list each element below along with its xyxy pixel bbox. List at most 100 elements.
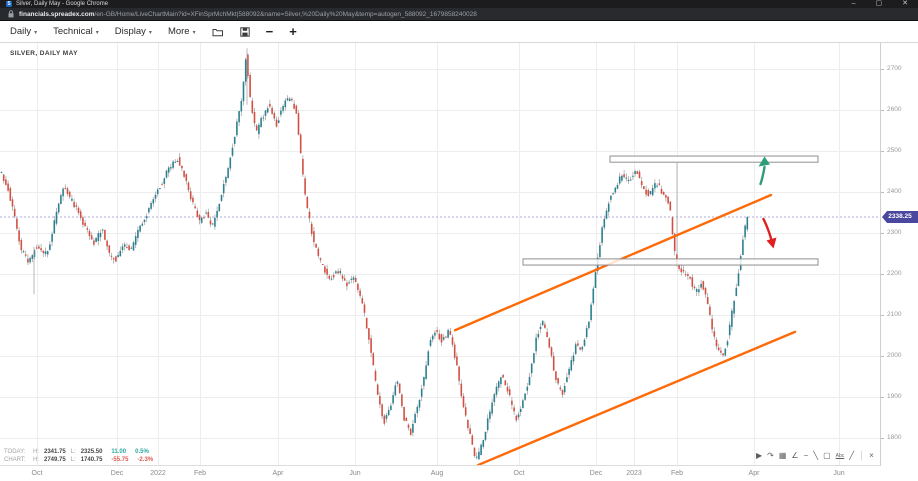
time-tick-label: 2023 — [626, 470, 642, 477]
price-tick-label: 2500 — [887, 146, 902, 154]
price-tick-label: 2700 — [887, 64, 902, 72]
horizontal-line-tool[interactable]: − — [803, 450, 809, 460]
green-up-arrow-head — [758, 156, 770, 167]
price-tick-mark — [881, 397, 884, 398]
chart-toolbar: Daily ▾ Technical ▾ Display ▾ More ▾ — [0, 21, 918, 43]
text-tool[interactable]: Abc — [835, 452, 845, 459]
lock-icon — [8, 10, 14, 18]
price-tick-mark — [881, 438, 884, 439]
price-tick-mark — [881, 192, 884, 193]
channel-trendline[interactable] — [476, 330, 797, 467]
price-stats: TODAY: H: 2341.75 L: 2325.50 11.00 0.5% … — [4, 448, 153, 464]
fan-lines-tool[interactable]: ∠ — [791, 450, 799, 460]
time-tick-label: Dec — [589, 470, 603, 477]
zoom-out-button[interactable]: − — [265, 23, 274, 39]
menu-display[interactable]: Display ▾ — [115, 26, 152, 37]
menu-more-label: More — [167, 26, 190, 37]
site-favicon: S — [6, 1, 12, 7]
chart-symbol-label: SILVER, DAILY MAY — [10, 50, 78, 57]
close-tool[interactable]: × — [869, 450, 874, 460]
price-tick-mark — [881, 356, 884, 357]
menu-daily[interactable]: Daily ▾ — [10, 26, 37, 37]
red-down-arrow[interactable] — [762, 217, 773, 242]
resistance-box[interactable] — [522, 258, 819, 266]
time-tick-label: Oct — [513, 470, 525, 477]
time-tick-label: Jun — [833, 470, 845, 477]
chart-area[interactable]: SILVER, DAILY MAY 1800 1900 2000 2100 2200 23… — [0, 43, 918, 481]
address-bar[interactable]: financials.spreadex.com/en-GB/Home/LiveC… — [0, 8, 918, 21]
high-label: H: — [33, 457, 39, 463]
price-tick-label: 2200 — [887, 269, 902, 277]
chevron-down-icon: ▾ — [95, 30, 99, 36]
menu-technical-label: Technical — [53, 26, 93, 37]
pointer-tool[interactable]: ▶ — [756, 450, 763, 460]
menu-daily-label: Daily — [10, 26, 32, 37]
minimize-button[interactable]: – — [851, 0, 856, 7]
time-tick-label: Feb — [670, 470, 684, 477]
time-tick-label: Dec — [110, 470, 124, 477]
price-tick-label: 2300 — [887, 228, 902, 236]
folder-open-icon — [212, 28, 223, 36]
today-high: 2341.75 — [44, 449, 66, 455]
price-tick-mark — [881, 274, 884, 275]
trend-line-tool[interactable]: ╲ — [813, 450, 819, 460]
low-label: L: — [70, 449, 76, 455]
x-axis-line — [0, 465, 918, 466]
today-stats-row: TODAY: H: 2341.75 L: 2325.50 11.00 0.5% — [4, 448, 153, 456]
chart-label: CHART: — [4, 457, 26, 463]
drawing-toolbar[interactable]: ▶ ↷ ▦ ∠ − ╲ ▢ Abc ╱ │ × — [756, 449, 874, 462]
low-label: L: — [70, 457, 76, 463]
time-tick-label: 2022 — [150, 470, 166, 477]
menu-more[interactable]: More ▾ — [168, 26, 196, 37]
separator: │ — [859, 450, 865, 460]
high-label: H: — [33, 449, 39, 455]
time-tick-label: Apr — [272, 470, 284, 477]
title-bar: S Silver, Daily May - Google Chrome – ▢ … — [0, 0, 918, 8]
chart-change-pct: -2.3% — [137, 457, 154, 463]
chart-annotations — [453, 155, 819, 467]
save-icon — [239, 26, 250, 37]
gridlines — [0, 43, 880, 465]
price-axis[interactable]: 1800 1900 2000 2100 2200 2300 2400 2500 2600 2700 — [880, 43, 918, 466]
rectangle-tool[interactable]: ▢ — [823, 450, 831, 460]
today-low: 2325.50 — [80, 449, 103, 455]
price-tick-label: 1800 — [887, 433, 902, 441]
menu-technical[interactable]: Technical ▾ — [53, 26, 99, 37]
url-text[interactable]: financials.spreadex.com/en-GB/Home/LiveC… — [19, 11, 477, 18]
up-candles — [0, 59, 749, 460]
window-title: Silver, Daily May - Google Chrome — [16, 1, 109, 7]
restore-button[interactable]: ▢ — [875, 0, 883, 7]
menu-display-label: Display — [114, 26, 146, 37]
time-tick-label: Oct — [31, 470, 43, 477]
chevron-down-icon: ▾ — [192, 30, 196, 36]
close-button[interactable]: ✕ — [902, 0, 908, 7]
time-tick-label: Feb — [193, 470, 207, 477]
time-tick-label: Aug — [430, 470, 444, 477]
grid-tool[interactable]: ▦ — [778, 450, 787, 460]
price-tick-mark — [881, 233, 884, 234]
price-tick-mark — [881, 315, 884, 316]
time-tick-label: Apr — [748, 470, 760, 477]
red-down-arrow-head — [766, 237, 777, 249]
open-chart-button[interactable] — [212, 27, 224, 37]
today-change: 11.00 — [111, 449, 127, 455]
url-path: /en-GB/Home/LiveChartMain?id=XFinSprMchM… — [94, 10, 477, 18]
chart-stats-row: CHART: H: 2749.75 L: 1740.75 -55.75 -2.3… — [4, 456, 153, 464]
candlestick-chart[interactable] — [0, 43, 880, 481]
price-tick-label: 2000 — [887, 351, 902, 359]
freehand-arrow-tool[interactable]: ↷ — [767, 450, 774, 460]
price-tick-mark — [881, 110, 884, 111]
chevron-down-icon: ▾ — [148, 30, 152, 36]
time-axis[interactable]: Oct Dec 2022 Feb Apr Jun Aug Oct Dec 2023 Feb Apr Ju… — [0, 468, 880, 481]
zoom-in-button[interactable]: + — [289, 23, 297, 39]
time-tick-label: Jun — [349, 470, 361, 477]
chevron-down-icon: ▾ — [34, 30, 38, 36]
last-price-badge: 2338.25 — [882, 211, 918, 223]
green-up-arrow[interactable] — [759, 165, 766, 186]
line-tool[interactable]: ╱ — [849, 450, 855, 460]
save-chart-button[interactable] — [239, 26, 250, 37]
price-tick-label: 2100 — [887, 310, 902, 318]
chart-high: 2749.75 — [44, 457, 66, 463]
resistance-box[interactable] — [609, 155, 819, 163]
today-label: TODAY: — [4, 449, 26, 455]
